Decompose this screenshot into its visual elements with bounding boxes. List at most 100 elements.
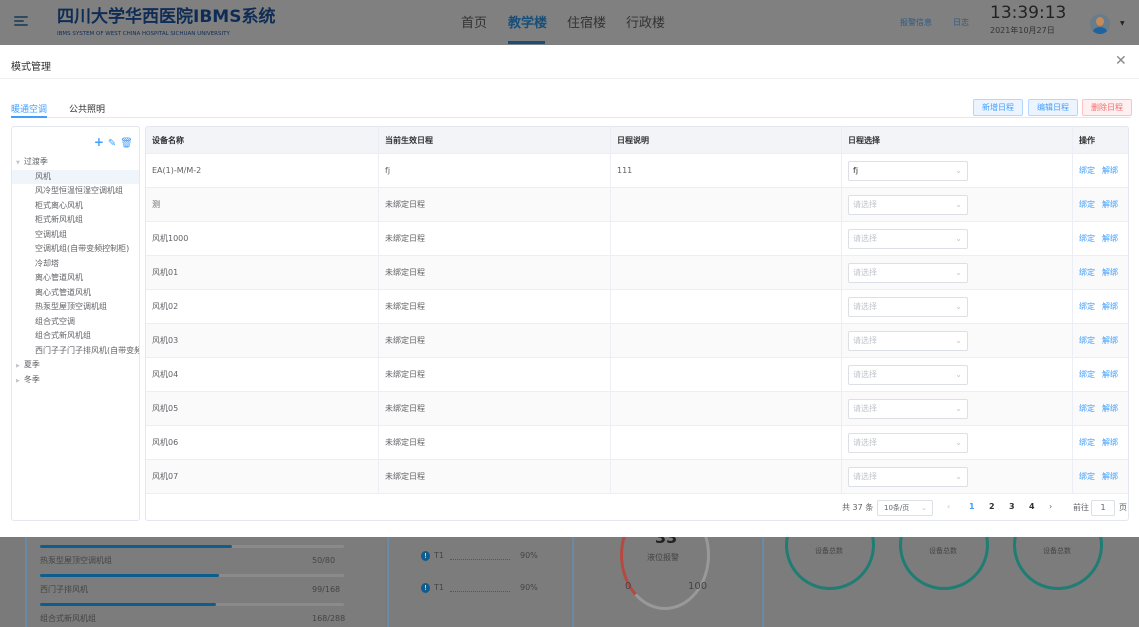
schedule-select[interactable]: 请选择 ⌄ — [848, 228, 968, 249]
unbind-link[interactable]: 解绑 — [1102, 472, 1118, 481]
schedule-select[interactable]: 请选择 ⌄ — [848, 296, 968, 317]
unbind-link[interactable]: 解绑 — [1102, 370, 1118, 379]
trash-icon[interactable]: 🗑 — [120, 138, 133, 149]
table-row: 风机06 未绑定日程 请选择 ⌄ 绑定 解绑 — [146, 426, 1128, 460]
caret-right-icon[interactable]: ▶ — [16, 377, 20, 384]
tree-node[interactable]: 空调机组(自带变频控制柜) — [12, 242, 139, 256]
log-link[interactable]: 日志 — [953, 18, 969, 27]
user-avatar[interactable] — [1090, 14, 1110, 34]
bind-link[interactable]: 绑定 — [1079, 370, 1095, 379]
schedule-select[interactable]: 请选择 ⌄ — [848, 330, 968, 351]
tree-node[interactable]: 热泵型屋顶空调机组 — [12, 300, 139, 314]
tree-node[interactable]: 西门子子门子排风机(自带变频 — [12, 344, 139, 358]
bind-link[interactable]: 绑定 — [1079, 404, 1095, 413]
gauge-max: 100 — [688, 581, 708, 592]
tree-node[interactable]: 组合式空调 — [12, 315, 139, 329]
bind-link[interactable]: 绑定 — [1079, 166, 1095, 175]
bind-link[interactable]: 绑定 — [1079, 472, 1095, 481]
page-3[interactable]: 3 — [1009, 502, 1015, 511]
tree-node[interactable]: 风机 — [12, 169, 139, 184]
tree-node[interactable]: ▶ 冬季 — [12, 373, 139, 387]
tab-active-indicator — [11, 116, 47, 118]
nav-dormitory[interactable]: 住宿楼 — [567, 16, 607, 31]
tree-node[interactable]: 柜式离心风机 — [12, 199, 139, 213]
tree-node[interactable]: ▼ 过渡季 — [12, 155, 139, 169]
unbind-link[interactable]: 解绑 — [1102, 302, 1118, 311]
tree-node-label: 过渡季 — [23, 157, 48, 166]
goto-page-input[interactable]: 1 — [1091, 500, 1115, 516]
bind-link[interactable]: 绑定 — [1079, 200, 1095, 209]
tree-node-label: 离心式管道风机 — [35, 287, 91, 297]
table-row: 风机01 未绑定日程 请选择 ⌄ 绑定 解绑 — [146, 256, 1128, 290]
unbind-link[interactable]: 解绑 — [1102, 200, 1118, 209]
caret-right-icon[interactable]: ▶ — [16, 363, 20, 369]
prev-page-icon[interactable]: ‹ — [947, 502, 951, 511]
table-row: 测未绑定日程 请选择 ⌄ 绑定 解绑 — [146, 188, 1128, 222]
menu-icon[interactable] — [14, 16, 28, 28]
caret-down-icon[interactable]: ▼ — [16, 160, 20, 166]
schedule-select[interactable]: 请选择 ⌄ — [848, 364, 968, 385]
tree-node[interactable]: 离心管道风机 — [12, 271, 139, 285]
tab-hvac[interactable]: 暖通空调 — [11, 105, 48, 115]
current-schedule: 未绑定日程 — [379, 256, 611, 289]
bind-link[interactable]: 绑定 — [1079, 438, 1095, 447]
nav-home[interactable]: 首页 — [461, 16, 488, 31]
tree-node[interactable]: 离心式管道风机 — [12, 286, 139, 300]
bind-link[interactable]: 绑定 — [1079, 336, 1095, 345]
tree-node[interactable]: 空调机组 — [12, 228, 139, 242]
tree-node[interactable]: 柜式新风机组 — [12, 213, 139, 227]
schedule-select[interactable]: 请选择 ⌄ — [848, 432, 968, 453]
unbind-link[interactable]: 解绑 — [1102, 336, 1118, 345]
device-name: 风机07 — [146, 460, 379, 493]
schedule-select[interactable]: 请选择 ⌄ — [848, 466, 968, 487]
chevron-down-icon: ⌄ — [955, 234, 962, 243]
delete-schedule-button[interactable]: 删除日程 — [1082, 99, 1132, 116]
schedule-select[interactable]: 请选择 ⌄ — [848, 262, 968, 283]
page-size-select[interactable]: 10条/页 ⌄ — [877, 500, 933, 516]
dashboard-panel — [25, 537, 385, 627]
plus-icon[interactable]: + — [93, 135, 104, 149]
unbind-link[interactable]: 解绑 — [1102, 438, 1118, 447]
next-page-icon[interactable]: › — [1049, 502, 1053, 511]
chevron-down-icon: ⌄ — [955, 200, 962, 209]
schedule-select-cell: 请选择 ⌄ — [842, 290, 1073, 323]
bar-value: 168/288 — [312, 614, 346, 623]
unbind-link[interactable]: 解绑 — [1102, 268, 1118, 277]
schedule-select-value: 请选择 — [853, 370, 877, 379]
table-row: 风机03 未绑定日程 请选择 ⌄ 绑定 解绑 — [146, 324, 1128, 358]
tree-node[interactable]: 组合式新风机组 — [12, 329, 139, 343]
schedule-select[interactable]: fj ⌄ — [848, 160, 968, 181]
page-1[interactable]: 1 — [969, 502, 975, 511]
unbind-link[interactable]: 解绑 — [1102, 166, 1118, 175]
schedule-description — [611, 426, 842, 459]
bar-value: 50/80 — [312, 556, 336, 565]
tree-node-label: 冬季 — [23, 374, 40, 384]
bind-link[interactable]: 绑定 — [1079, 234, 1095, 243]
schedule-select[interactable]: 请选择 ⌄ — [848, 398, 968, 419]
page-2[interactable]: 2 — [989, 502, 995, 511]
unbind-link[interactable]: 解绑 — [1102, 234, 1118, 243]
schedule-description — [611, 460, 842, 493]
unbind-link[interactable]: 解绑 — [1102, 404, 1118, 413]
add-schedule-button[interactable]: 新增日程 — [973, 99, 1023, 116]
chevron-down-icon[interactable]: ▼ — [1120, 20, 1125, 27]
tree-node[interactable]: 冷却塔 — [12, 257, 139, 271]
actions-cell: 绑定 解绑 — [1073, 290, 1128, 323]
tab-public-lighting[interactable]: 公共照明 — [69, 105, 106, 115]
schedule-select[interactable]: 请选择 ⌄ — [848, 194, 968, 215]
tree-node[interactable]: 风冷型恒温恒湿空调机组 — [12, 184, 139, 198]
alarm-info-link[interactable]: 报警信息 — [900, 18, 932, 27]
tree-node[interactable]: ▶ 夏季 — [12, 358, 139, 372]
edit-icon[interactable]: ✎ — [107, 138, 117, 149]
column-header: 操作 — [1079, 135, 1095, 145]
bind-link[interactable]: 绑定 — [1079, 268, 1095, 277]
close-icon[interactable]: ✕ — [1115, 53, 1127, 69]
nav-teaching-building[interactable]: 教学楼 — [508, 16, 548, 31]
bind-link[interactable]: 绑定 — [1079, 302, 1095, 311]
page-4[interactable]: 4 — [1029, 502, 1035, 511]
schedule-select-cell: 请选择 ⌄ — [842, 188, 1073, 221]
nav-admin-building[interactable]: 行政楼 — [626, 16, 666, 31]
gauge-min: 0 — [625, 581, 632, 592]
schedule-select-cell: 请选择 ⌄ — [842, 324, 1073, 357]
edit-schedule-button[interactable]: 编辑日程 — [1028, 99, 1078, 116]
